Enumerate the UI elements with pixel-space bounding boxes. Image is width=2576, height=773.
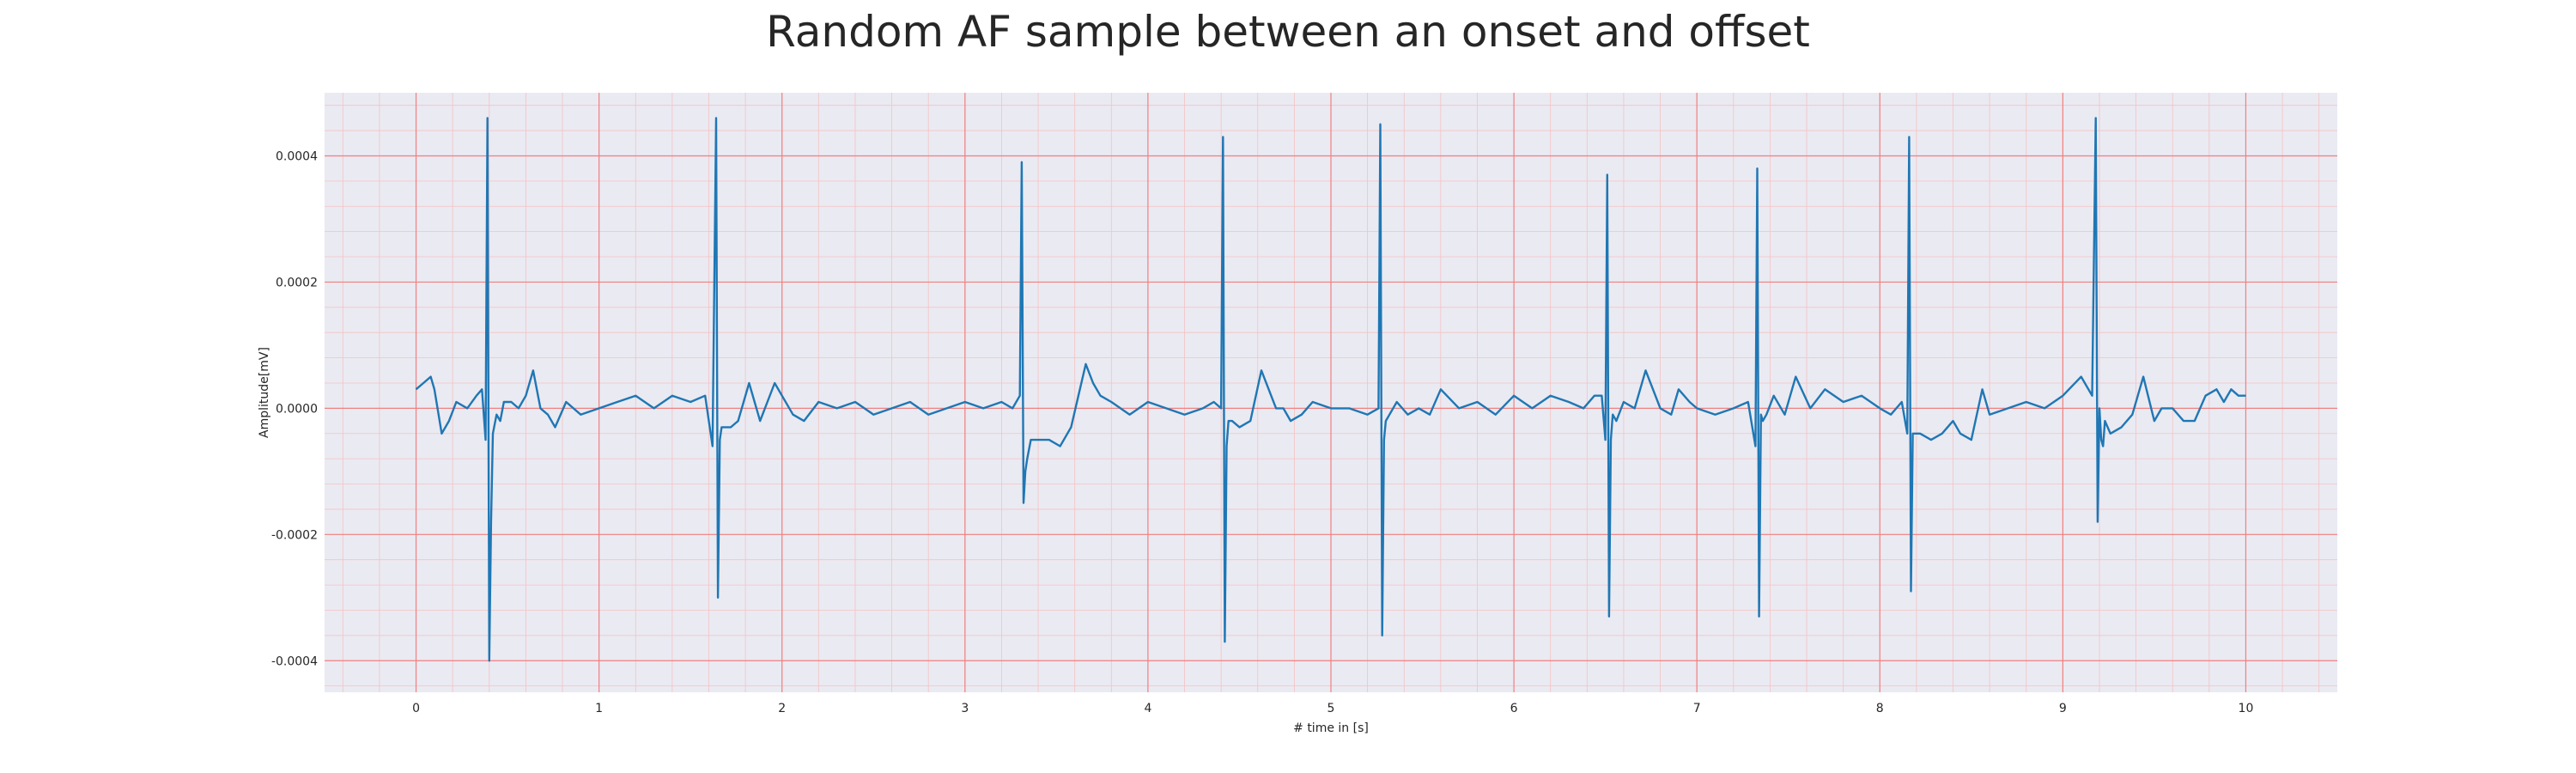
x-tick-label: 2 xyxy=(778,702,786,715)
y-tick-label: 0.0002 xyxy=(276,276,318,289)
y-tick-labels: -0.0004 -0.0002 0.0000 0.0002 0.0004 xyxy=(271,149,318,668)
y-tick-label: 0.0000 xyxy=(276,402,318,416)
x-tick-label: 6 xyxy=(1510,702,1518,715)
x-tick-label: 10 xyxy=(2239,702,2254,715)
y-tick-label: -0.0002 xyxy=(271,528,318,542)
ecg-series-line xyxy=(415,117,2246,662)
y-axis-label: Amplitude[mV] xyxy=(258,347,271,438)
chart-title: Random AF sample between an onset and of… xyxy=(766,7,1810,57)
x-tick-label: 7 xyxy=(1693,702,1701,715)
x-tick-label: 9 xyxy=(2059,702,2067,715)
y-tick-label: 0.0004 xyxy=(276,149,318,163)
x-tick-label: 8 xyxy=(1876,702,1884,715)
x-tick-label: 0 xyxy=(412,702,420,715)
series-layer xyxy=(415,117,2246,662)
x-tick-label: 3 xyxy=(961,702,969,715)
x-axis-label: # time in [s] xyxy=(1293,721,1369,735)
x-tick-label: 4 xyxy=(1144,702,1151,715)
x-tick-label: 5 xyxy=(1327,702,1335,715)
x-tick-label: 1 xyxy=(595,702,603,715)
x-tick-labels: 0 1 2 3 4 5 6 7 8 9 10 xyxy=(412,702,2253,715)
major-grid xyxy=(325,93,2337,692)
y-tick-label: -0.0004 xyxy=(271,654,318,668)
